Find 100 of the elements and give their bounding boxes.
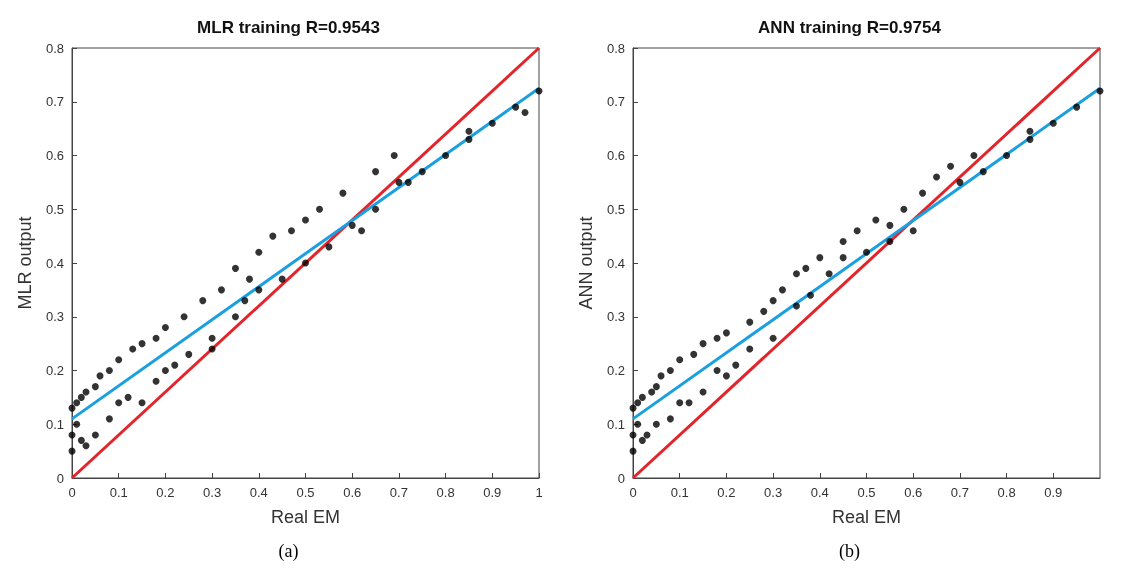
- point: [746, 345, 754, 353]
- point: [115, 356, 123, 364]
- point: [769, 334, 777, 342]
- point: [255, 248, 263, 256]
- point: [161, 367, 169, 374]
- point: [288, 227, 295, 235]
- x-axis-title: Real EM: [270, 507, 341, 527]
- point: [138, 340, 146, 348]
- point: [278, 275, 286, 283]
- point: [208, 334, 216, 342]
- point: [676, 399, 684, 407]
- point: [255, 286, 263, 294]
- point: [82, 442, 90, 450]
- point: [1026, 135, 1034, 143]
- point: [465, 127, 473, 135]
- x-tick-label: 0.6: [343, 485, 362, 500]
- y-tick-label: 0.8: [45, 40, 64, 56]
- x-tick-label: 0.9: [1044, 485, 1063, 500]
- point: [395, 178, 403, 186]
- x-tick-label: 0.8: [436, 485, 455, 500]
- point: [806, 291, 814, 299]
- point: [180, 313, 188, 321]
- point: [816, 254, 824, 262]
- x-tick-label: 0.3: [203, 485, 222, 500]
- point: [690, 350, 698, 358]
- y-tick-label: 0.7: [45, 94, 64, 110]
- y-tick-label: 0.8: [606, 40, 625, 56]
- point: [900, 205, 908, 213]
- point: [760, 307, 768, 315]
- x-tick-label: 0: [629, 485, 637, 500]
- point: [933, 173, 941, 181]
- x-tick-label: 0.5: [296, 485, 315, 500]
- point: [105, 367, 113, 374]
- point: [512, 103, 520, 111]
- y-tick-label: 0: [56, 470, 64, 486]
- point: [348, 221, 356, 229]
- point: [269, 232, 277, 240]
- point: [372, 168, 380, 176]
- y-tick-label: 0.2: [45, 363, 64, 378]
- point: [358, 227, 366, 235]
- point: [339, 189, 347, 197]
- point: [231, 313, 239, 321]
- x-tick-label: 0.6: [904, 485, 923, 500]
- point: [1026, 127, 1034, 135]
- point: [713, 367, 721, 374]
- point: [863, 248, 870, 256]
- y-tick-label: 0.7: [606, 94, 625, 110]
- x-tick-label: 0: [68, 485, 76, 500]
- y-tick-label: 0.6: [606, 148, 625, 163]
- point: [652, 420, 660, 428]
- x-tick-label: 0.7: [950, 485, 969, 500]
- y-tick-label: 0.5: [606, 201, 625, 217]
- point: [73, 399, 81, 407]
- point: [241, 297, 249, 305]
- x-tick-label: 1: [535, 485, 543, 500]
- point: [442, 152, 450, 159]
- point: [970, 152, 978, 159]
- point: [1049, 119, 1057, 127]
- point: [634, 399, 642, 407]
- point: [231, 264, 239, 272]
- chart-title: ANN training R=0.9754: [758, 18, 942, 37]
- point: [713, 334, 721, 342]
- y-axis-title: ANN output: [576, 216, 596, 310]
- x-tick-label: 0.2: [156, 485, 175, 500]
- point: [199, 297, 207, 305]
- point: [73, 420, 81, 428]
- point: [666, 415, 674, 423]
- x-tick-label: 0.8: [997, 485, 1016, 500]
- point: [979, 168, 987, 176]
- point: [77, 393, 85, 401]
- point: [909, 227, 917, 235]
- x-tick-label: 0.4: [249, 485, 268, 500]
- y-tick-label: 0.3: [606, 309, 625, 325]
- point: [666, 367, 674, 374]
- point: [769, 297, 777, 305]
- point: [839, 254, 847, 262]
- point: [129, 345, 137, 353]
- point: [152, 334, 160, 342]
- point: [390, 152, 398, 159]
- y-tick-label: 0.1: [45, 416, 64, 432]
- point: [699, 340, 707, 348]
- point: [325, 243, 333, 251]
- x-tick-label: 0.1: [670, 485, 689, 500]
- y-tick-label: 0.1: [606, 416, 625, 432]
- point: [634, 420, 642, 428]
- text: (a): [278, 541, 299, 562]
- point: [418, 168, 426, 176]
- point: [105, 415, 113, 423]
- y-tick-label: 0.3: [45, 309, 64, 325]
- point: [217, 286, 225, 294]
- point: [138, 399, 146, 407]
- point: [302, 216, 309, 224]
- point: [839, 238, 847, 245]
- point: [746, 318, 754, 326]
- point: [1003, 152, 1011, 159]
- x-tick-label: 0.1: [109, 485, 128, 500]
- y-tick-label: 0.2: [606, 363, 625, 378]
- point: [77, 436, 85, 444]
- point: [1073, 103, 1081, 111]
- y-tick-label: 0: [617, 470, 625, 486]
